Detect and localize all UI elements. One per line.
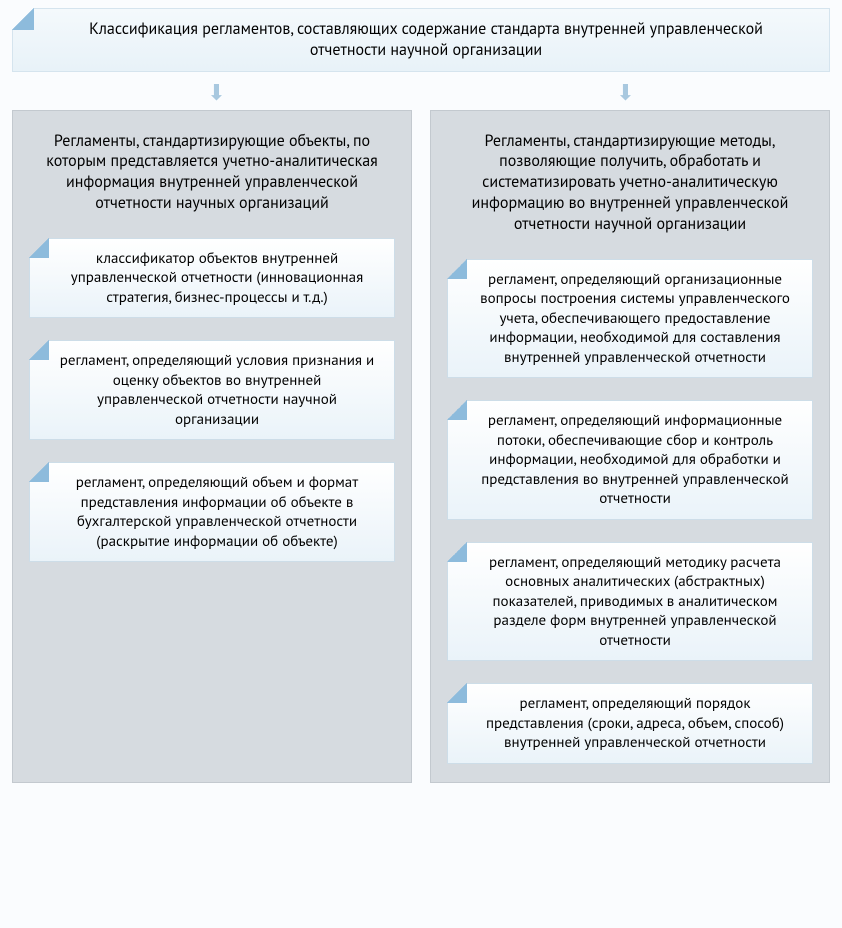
item-text: регламент, определяющий объем и формат п… <box>76 473 358 551</box>
item-box: регламент, определяющий объем и формат п… <box>29 462 395 562</box>
item-box: регламент, определяющий организационные … <box>447 259 813 379</box>
folded-corner-icon <box>12 8 34 30</box>
column-header: Регламенты, стандартизирующие методы, по… <box>447 125 813 241</box>
column-left: Регламенты, стандартизирующие объекты, п… <box>12 110 412 783</box>
arrow-down-icon: ⬇ <box>616 82 634 104</box>
folded-corner-icon <box>447 683 467 703</box>
folded-corner-icon <box>29 238 49 258</box>
item-box: регламент, определяющий методику расчета… <box>447 542 813 662</box>
item-box: регламент, определяющий условия признани… <box>29 340 395 440</box>
item-box: классификатор объектов внутренней управл… <box>29 238 395 319</box>
item-box: регламент, определяющий информационные п… <box>447 400 813 520</box>
folded-corner-icon <box>29 340 49 360</box>
column-right: Регламенты, стандартизирующие методы, по… <box>430 110 830 783</box>
item-text: регламент, определяющий методику расчета… <box>489 553 781 650</box>
folded-corner-icon <box>29 462 49 482</box>
item-text: регламент, определяющий организационные … <box>480 270 790 367</box>
item-text: регламент, определяющий информационные п… <box>481 411 789 508</box>
item-box: регламент, определяющий порядок представ… <box>447 683 813 764</box>
column-header: Регламенты, стандартизирующие объекты, п… <box>29 125 395 220</box>
columns-container: Регламенты, стандартизирующие объекты, п… <box>12 110 830 783</box>
root-node-box: Классификация регламентов, составляющих … <box>12 8 830 72</box>
folded-corner-icon <box>447 259 467 279</box>
arrow-down-icon: ⬇ <box>207 82 225 104</box>
arrows-row: ⬇ ⬇ <box>12 82 830 110</box>
item-text: регламент, определяющий порядок представ… <box>486 694 784 752</box>
item-text: классификатор объектов внутренней управл… <box>71 249 363 307</box>
root-node-text: Классификация регламентов, составляющих … <box>89 19 763 60</box>
item-text: регламент, определяющий условия признани… <box>60 351 375 429</box>
folded-corner-icon <box>447 542 467 562</box>
folded-corner-icon <box>447 400 467 420</box>
